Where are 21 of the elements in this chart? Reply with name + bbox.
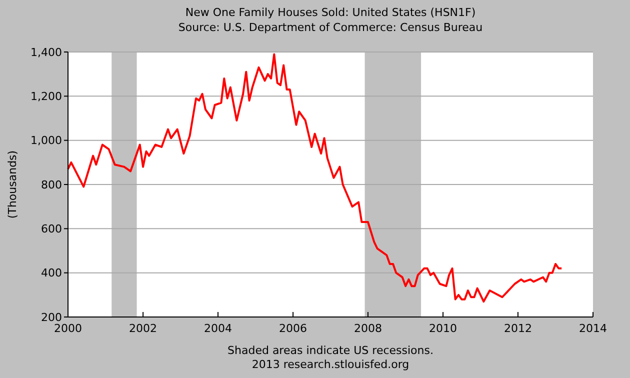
y-tick-label: 200 bbox=[41, 310, 62, 324]
line-series bbox=[67, 53, 563, 303]
y-tick-label: 400 bbox=[41, 266, 62, 280]
y-tick-label: 600 bbox=[41, 222, 62, 236]
y-tick-label: 1,400 bbox=[30, 46, 62, 59]
y-tick-label: 1,000 bbox=[30, 134, 62, 148]
text: 2013 research.stlouisfed.org bbox=[252, 358, 410, 371]
x-tick-label: 2002 bbox=[129, 322, 158, 335]
x-tick-label: 2000 bbox=[54, 322, 82, 335]
x-tick-label: 2010 bbox=[429, 322, 458, 335]
y-axis-title: (Thousands) bbox=[6, 150, 19, 219]
text: Shaded areas indicate US recessions. bbox=[228, 344, 434, 357]
chart-subtitle: Source: U.S. Department of Commerce: Census Bureau bbox=[178, 21, 483, 34]
chart-title: New One Family Houses Sold: United States (HSN1F) bbox=[185, 6, 476, 19]
x-tick-label: 2012 bbox=[504, 322, 532, 335]
x-tick-label: 2014 bbox=[579, 322, 607, 335]
x-tick-label: 2004 bbox=[204, 322, 232, 335]
y-tick-label: 1,200 bbox=[30, 90, 62, 104]
x-tick-label: 2006 bbox=[279, 322, 308, 335]
y-tick-label: 800 bbox=[41, 178, 62, 192]
x-tick-label: 2008 bbox=[354, 322, 382, 335]
